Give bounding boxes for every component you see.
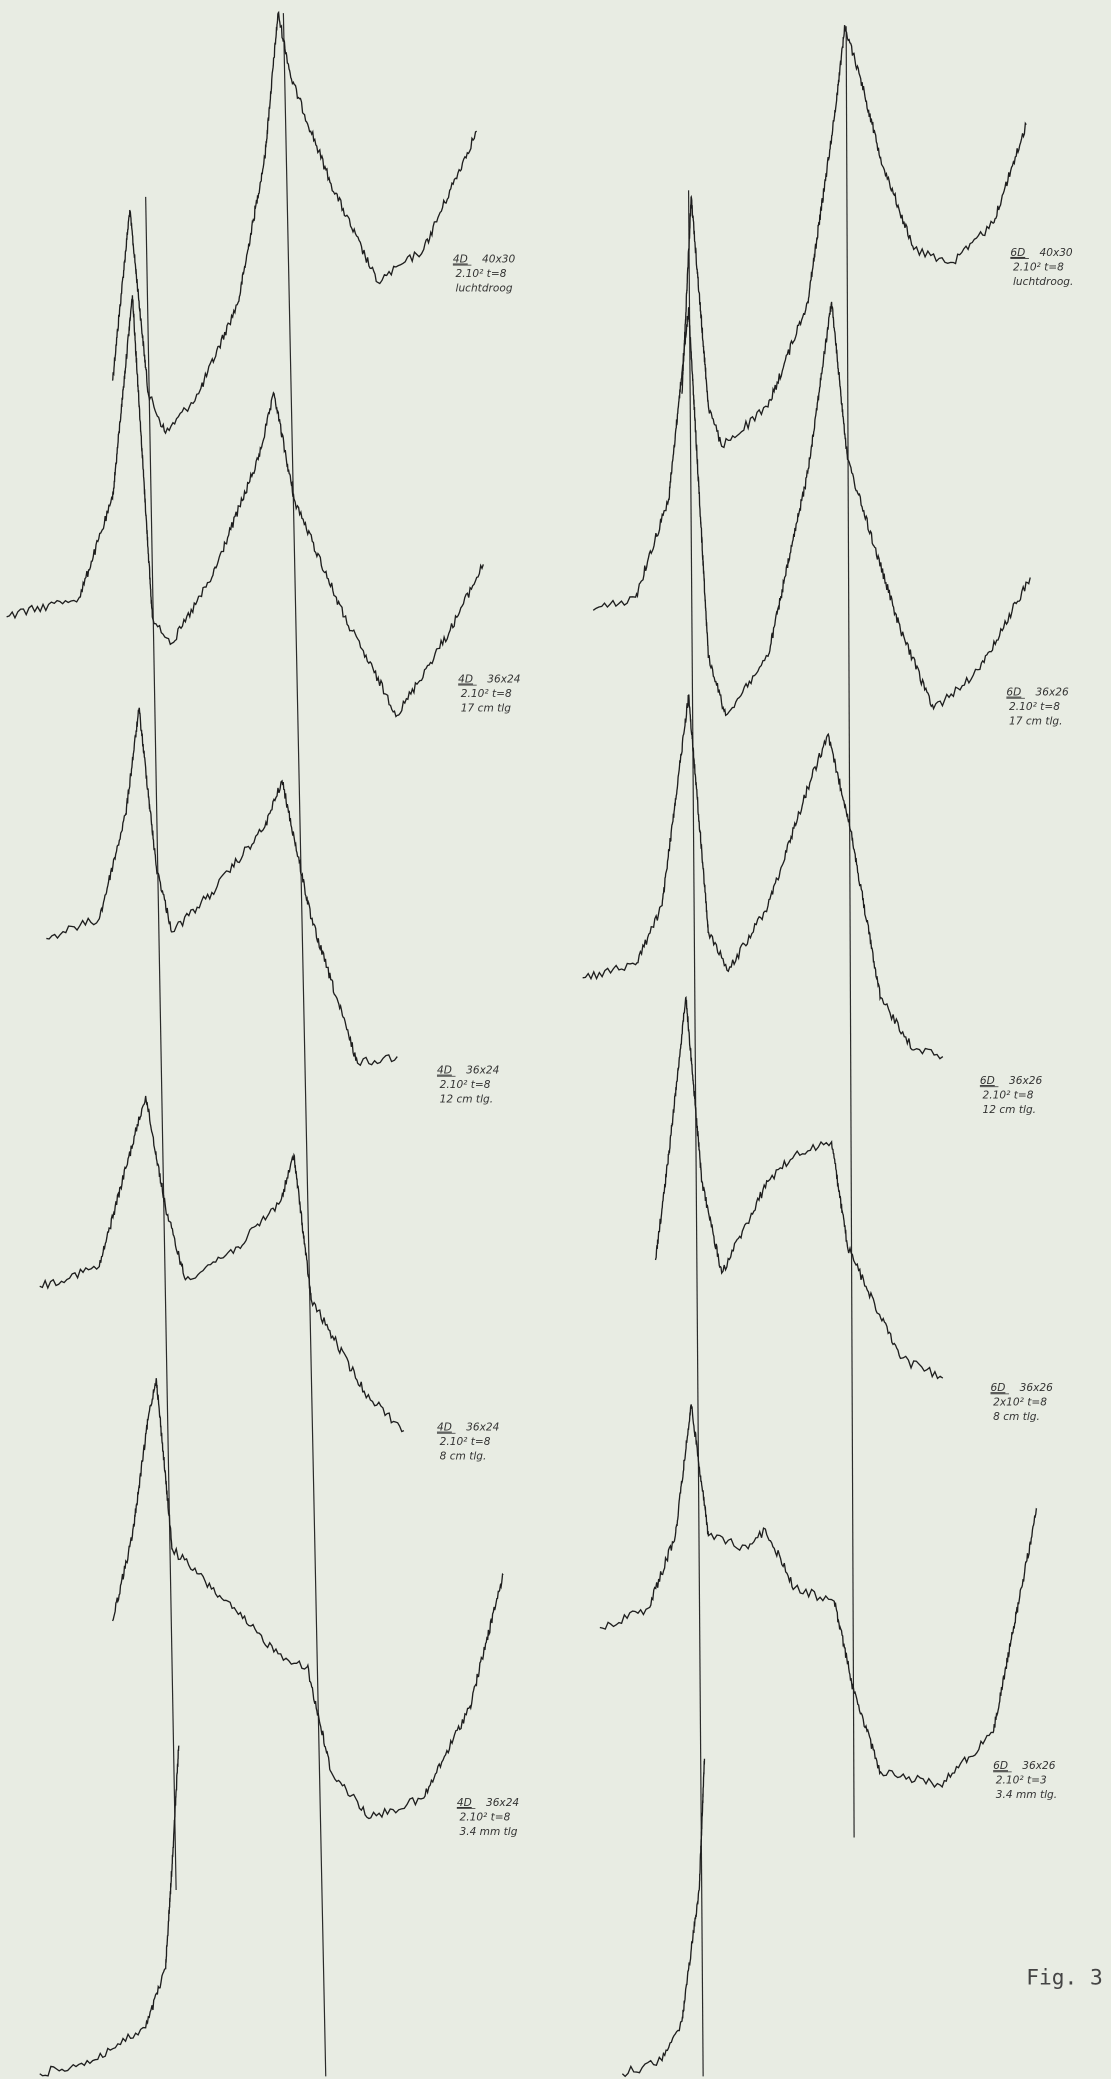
dimensions-label: 36x24 (466, 1422, 499, 1434)
sample-label: 4D (457, 1797, 472, 1809)
exposure-label: 2.10² t=8 (456, 268, 507, 280)
exposure-label: 2.10² t=3 (996, 1775, 1047, 1787)
sample-label: 6D (1006, 687, 1021, 699)
sample-label: 6D (1010, 247, 1025, 259)
exposure-label: 2.10² t=8 (440, 1436, 491, 1448)
exposure-label: 2.10² t=8 (983, 1090, 1034, 1102)
figure: Fig. 3 4D 40x30 2.10² t=8 luchtdroog 4D 36x24… (0, 0, 1111, 2079)
condition-label: 3.4 mm tlg. (996, 1789, 1057, 1801)
dimensions-label: 36x24 (486, 1797, 519, 1809)
condition-label: luchtdroog (456, 282, 513, 294)
dimensions-label: 40x30 (482, 254, 515, 266)
dimensions-label: 36x24 (466, 1065, 499, 1077)
condition-label: 17 cm tlg (461, 702, 511, 714)
dimensions-label: 36x26 (1009, 1075, 1042, 1087)
sample-label: 6D (993, 1760, 1008, 1772)
dimensions-label: 36x26 (1020, 1382, 1053, 1394)
condition-label: 3.4 mm tlg (459, 1826, 517, 1838)
condition-label: luchtdroog. (1013, 276, 1073, 288)
sample-label: 6D (990, 1382, 1005, 1394)
sample-label: 4D (458, 674, 473, 686)
dimensions-label: 36x26 (1036, 687, 1069, 699)
dimensions-label: 36x26 (1022, 1760, 1055, 1772)
exposure-label: 2.10² t=8 (1009, 701, 1060, 713)
dimensions-label: 36x24 (487, 674, 520, 686)
exposure-label: 2x10² t=8 (993, 1397, 1047, 1409)
exposure-label: 2.10² t=8 (440, 1079, 491, 1091)
exposure-label: 2.10² t=8 (461, 688, 512, 700)
sample-label: 4D (437, 1422, 452, 1434)
paper (0, 0, 1111, 2079)
dimensions-label: 40x30 (1039, 247, 1072, 259)
condition-label: 8 cm tlg. (993, 1411, 1040, 1423)
exposure-label: 2.10² t=8 (459, 1811, 510, 1823)
sample-label: 6D (980, 1075, 995, 1087)
condition-label: 17 cm tlg. (1009, 716, 1062, 728)
page: Fig. 3 4D 40x30 2.10² t=8 luchtdroog 4D 36x24… (0, 0, 1111, 2079)
sample-label: 4D (453, 254, 468, 266)
sample-label: 4D (437, 1065, 452, 1077)
condition-label: 12 cm tlg. (440, 1094, 493, 1106)
condition-label: 12 cm tlg. (983, 1104, 1036, 1116)
exposure-label: 2.10² t=8 (1013, 261, 1064, 273)
figure-label: Fig. 3 (1026, 1965, 1102, 1990)
condition-label: 8 cm tlg. (440, 1451, 487, 1463)
